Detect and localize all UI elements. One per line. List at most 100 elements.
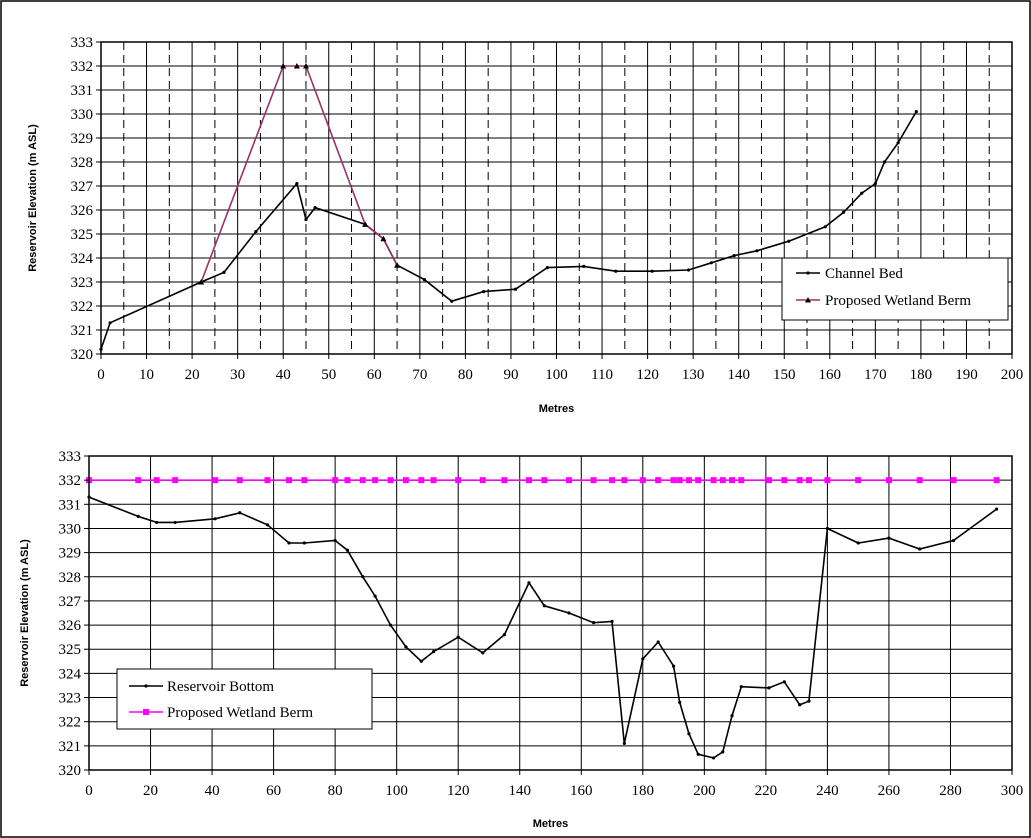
chart-bottom-x-tick-label: 120	[447, 783, 470, 799]
chart-top-y-tick-label: 325	[71, 227, 94, 243]
chart-bottom-y-tick-label: 323	[59, 691, 82, 707]
data-point	[995, 507, 999, 511]
data-point	[388, 623, 393, 627]
chart-bottom-y-tick-label: 322	[59, 715, 82, 731]
chart-top-x-tick-label: 20	[185, 367, 200, 383]
data-point	[719, 477, 726, 484]
data-point	[767, 686, 771, 690]
data-point	[135, 477, 142, 484]
data-point	[993, 477, 1000, 484]
chart-bottom-x-axis-title: Metres	[533, 818, 568, 830]
data-point	[678, 700, 682, 704]
data-point	[824, 477, 831, 484]
data-point	[639, 477, 646, 484]
data-point	[567, 611, 571, 615]
data-point	[671, 664, 676, 668]
chart-top-x-tick-label: 50	[321, 367, 336, 383]
data-point	[479, 477, 486, 484]
chart-top-y-tick-label: 332	[71, 59, 94, 75]
data-point	[807, 699, 811, 703]
chart-top-y-tick-label: 327	[71, 179, 94, 195]
data-point	[373, 594, 377, 598]
data-point	[887, 536, 891, 540]
data-point	[136, 514, 140, 518]
chart-top-legend-box	[781, 257, 1009, 321]
chart-bottom-y-tick-label: 330	[59, 521, 82, 537]
data-point	[882, 160, 887, 164]
data-point	[609, 477, 616, 484]
chart-bottom-y-tick-label: 333	[59, 449, 82, 465]
chart-top-y-tick-label: 322	[71, 299, 94, 315]
data-point	[430, 477, 437, 484]
chart-bottom-series	[86, 477, 1000, 760]
chart-bottom-x-tick-label: 40	[205, 783, 220, 799]
legend-swatch-marker	[144, 684, 148, 688]
data-point	[285, 477, 292, 484]
chart-bottom-y-tick-label: 320	[59, 763, 82, 779]
chart-bottom-y-tick-label: 327	[59, 594, 82, 610]
data-point	[610, 619, 614, 624]
data-point	[333, 538, 337, 543]
chart-top-x-tick-label: 10	[139, 367, 154, 383]
chart-bottom-plot-frame	[88, 455, 1013, 771]
chart-top-x-tick-label: 200	[1001, 367, 1024, 383]
chart-bottom-x-tick-label: 20	[143, 783, 158, 799]
data-point	[313, 206, 317, 210]
data-point	[450, 299, 454, 303]
data-point	[787, 239, 791, 243]
data-point	[670, 477, 677, 484]
chart-bottom-x-tick-label: 220	[755, 783, 778, 799]
data-point	[860, 191, 864, 195]
chart-top-x-tick-label: 130	[682, 367, 705, 383]
chart-bottom-legend: Reservoir Bottom Proposed Wetland Berm	[116, 668, 373, 730]
data-point	[332, 477, 339, 484]
series-line-reservoir-bottom	[88, 496, 998, 759]
legend-label: Channel Bed	[825, 266, 903, 282]
data-point	[212, 477, 219, 484]
data-point	[482, 290, 486, 294]
chart-bottom-y-tick-label: 328	[59, 570, 82, 586]
data-point	[656, 640, 660, 644]
data-point	[650, 269, 654, 273]
chart-top-x-tick-label: 100	[545, 367, 568, 383]
chart-top-y-tick-label: 330	[71, 107, 94, 123]
data-point	[236, 477, 243, 484]
data-point	[387, 477, 394, 484]
data-point	[721, 750, 725, 754]
data-point	[402, 477, 409, 484]
data-point	[916, 477, 923, 484]
chart-bottom-y-axis-title: Reservoir Elevation (m ASL)	[19, 539, 31, 687]
chart-top-y-tick-label: 320	[71, 347, 94, 363]
chart-bottom-y-tick-label: 332	[59, 473, 82, 489]
data-point	[591, 621, 596, 625]
chart-bottom-y-tick-label: 329	[59, 546, 82, 562]
data-point	[265, 523, 270, 527]
data-point	[302, 63, 309, 69]
chart-top-series	[99, 63, 918, 351]
data-point	[301, 477, 308, 484]
chart-bottom-x-tick-label: 0	[85, 783, 93, 799]
chart-bottom: 320 321 322 323 324 325 326 327 328 329 330 331 332 3…	[19, 449, 1023, 830]
data-point	[711, 756, 716, 760]
data-point	[155, 520, 159, 525]
data-point	[422, 278, 427, 282]
data-point	[419, 659, 423, 663]
data-point	[481, 651, 485, 655]
chart-top: 320 321 322 323 324 325 326 327 328 329 330 331 332 3…	[27, 35, 1023, 415]
data-point	[739, 685, 743, 689]
chart-top-x-tick-label: 180	[910, 367, 933, 383]
data-point	[732, 254, 736, 258]
data-point	[502, 633, 506, 637]
chart-top-y-tick-label: 333	[71, 35, 94, 51]
chart-bottom-x-tick-label: 180	[632, 783, 655, 799]
chart-bottom-legend-box	[116, 668, 373, 730]
data-point	[590, 477, 597, 484]
data-point	[108, 321, 112, 325]
data-point	[738, 477, 745, 484]
data-point	[222, 270, 226, 274]
chart-top-x-tick-label: 60	[367, 367, 382, 383]
chart-bottom-y-tick-label: 325	[59, 642, 82, 658]
data-point	[825, 526, 830, 531]
